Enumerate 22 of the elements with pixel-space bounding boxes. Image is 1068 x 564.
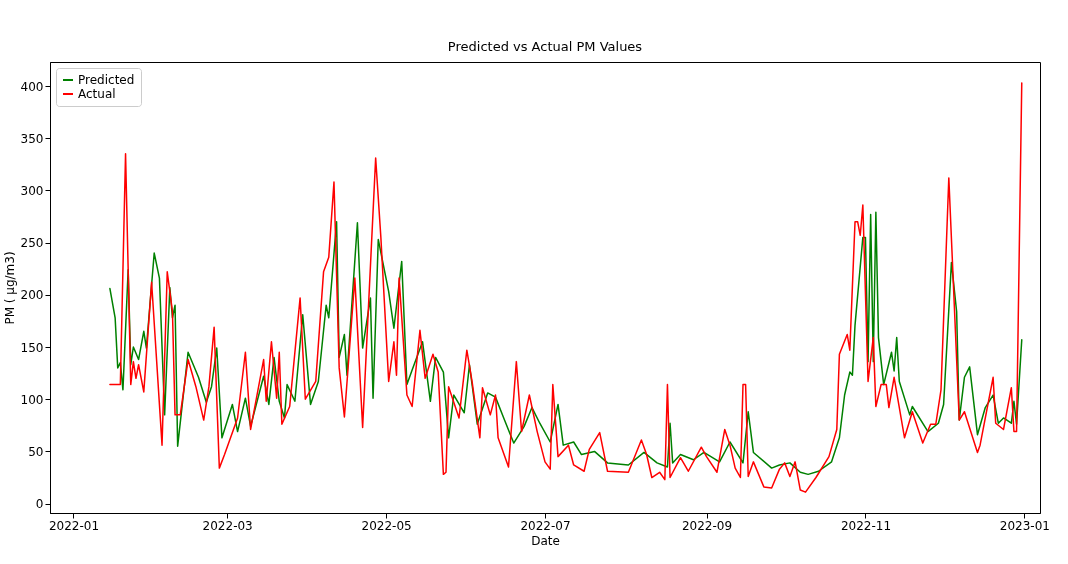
y-tick-label: 200	[20, 288, 44, 303]
x-tick-label: 2022-03	[202, 518, 253, 533]
x-tick-label: 2022-09	[681, 518, 733, 533]
y-tick-label: 50	[28, 444, 44, 459]
x-tick-label: 2022-11	[840, 518, 892, 533]
y-tick-label: 100	[20, 392, 44, 407]
chart-title: Predicted vs Actual PM Values	[447, 39, 643, 54]
y-tick-label: 250	[20, 236, 44, 251]
x-tick-label: 2022-01	[48, 518, 100, 533]
y-axis-title: PM ( µg/m3)	[2, 251, 17, 325]
legend-label: Actual	[78, 87, 116, 101]
y-tick-label: 300	[20, 183, 44, 198]
x-tick-label: 2023-01	[999, 518, 1050, 533]
x-tick-label: 2022-05	[361, 518, 412, 533]
y-tick-label: 0	[35, 497, 44, 512]
legend-label: Predicted	[78, 73, 135, 87]
y-tick-label: 400	[20, 79, 44, 94]
line-series	[109, 211, 1023, 476]
x-tick-label: 2022-07	[520, 518, 571, 533]
y-tick-label: 150	[20, 340, 44, 355]
x-axis-title: Date	[531, 533, 560, 548]
y-tick-label: 350	[20, 131, 44, 146]
